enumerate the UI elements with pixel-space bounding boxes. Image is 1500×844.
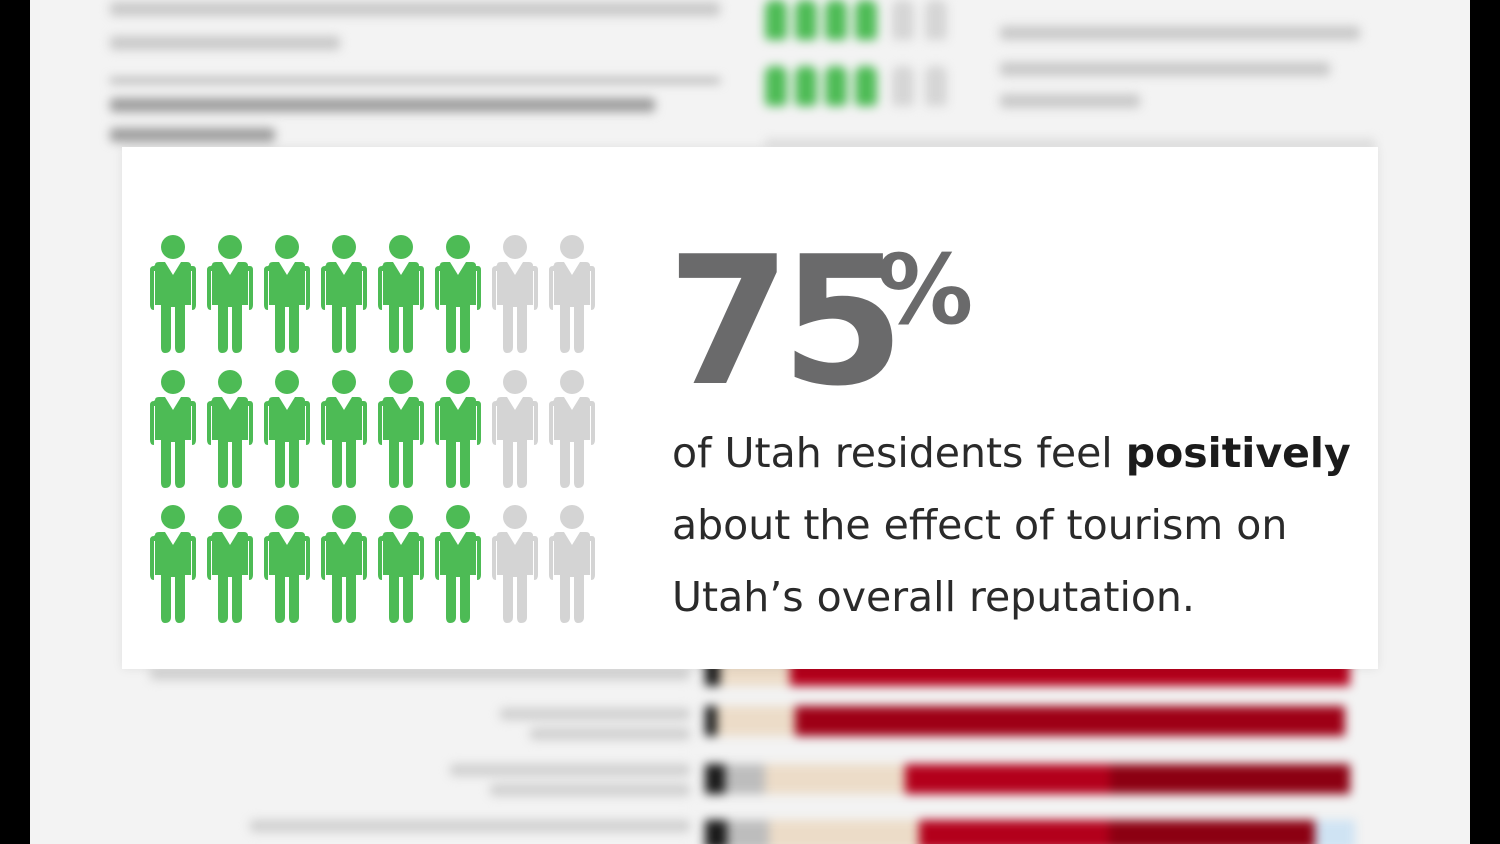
person-icon [548, 235, 596, 353]
blurred-person-icon [855, 0, 877, 40]
statement-line-2: about the effect of tourism on [672, 501, 1288, 549]
stat-unit: % [877, 234, 974, 346]
person-icon [434, 235, 482, 353]
statement-line-3: Utah’s overall reputation. [672, 573, 1195, 621]
blurred-stacked-bar [705, 820, 1355, 844]
blurred-person-icon [795, 0, 817, 40]
blurred-text-line [1000, 62, 1330, 76]
blurred-person-icon [795, 66, 817, 106]
blurred-person-icon [892, 0, 914, 40]
blurred-stacked-bar [705, 706, 1345, 736]
person-icon [491, 235, 539, 353]
blurred-person-icon [765, 66, 787, 106]
statement: of Utah residents feel positively about … [672, 417, 1372, 633]
blurred-text-line [110, 128, 275, 142]
blurred-text-line [110, 36, 340, 50]
blurred-person-icon [855, 66, 877, 106]
blurred-person-icon [825, 66, 847, 106]
person-icon [206, 505, 254, 623]
person-icon [491, 370, 539, 488]
infographic-card: 75 % of Utah residents feel positively a… [122, 147, 1378, 669]
blurred-rule [110, 78, 720, 83]
blurred-text-line [1000, 94, 1140, 108]
blurred-text-line [1000, 26, 1360, 40]
person-icon [263, 235, 311, 353]
person-icon [320, 235, 368, 353]
blurred-bar-label [250, 820, 690, 832]
blurred-person-icon [765, 0, 787, 40]
blurred-person-icon [825, 0, 847, 40]
blurred-text-line [110, 2, 720, 16]
person-icon [548, 505, 596, 623]
blurred-rule [765, 140, 1375, 145]
blurred-person-icon [925, 66, 947, 106]
statement-text: of Utah residents feel [672, 429, 1126, 477]
person-icon [320, 505, 368, 623]
blurred-bar-label [500, 708, 690, 720]
person-icon [206, 370, 254, 488]
blurred-bar-label [450, 764, 690, 776]
stat-value: 75 [667, 218, 905, 425]
person-icon [149, 370, 197, 488]
person-icon [377, 505, 425, 623]
person-icon [377, 370, 425, 488]
person-icon [149, 235, 197, 353]
person-icon [548, 370, 596, 488]
statement-emphasis: positively [1125, 429, 1351, 477]
person-icon [491, 505, 539, 623]
blurred-person-icon [892, 66, 914, 106]
person-icon [434, 370, 482, 488]
blurred-bar-label [530, 728, 690, 740]
blurred-text-line [110, 98, 655, 112]
person-icon [434, 505, 482, 623]
blurred-bar-label [490, 784, 690, 796]
person-icon [263, 505, 311, 623]
person-icon [320, 370, 368, 488]
blurred-bar-label [150, 668, 690, 680]
person-icon [149, 505, 197, 623]
person-icon [206, 235, 254, 353]
statement-line-1: of Utah residents feel positively [672, 417, 1372, 489]
person-pictogram [149, 235, 605, 640]
blurred-person-icon [925, 0, 947, 40]
person-icon [377, 235, 425, 353]
blurred-stacked-bar [705, 764, 1350, 794]
person-icon [263, 370, 311, 488]
